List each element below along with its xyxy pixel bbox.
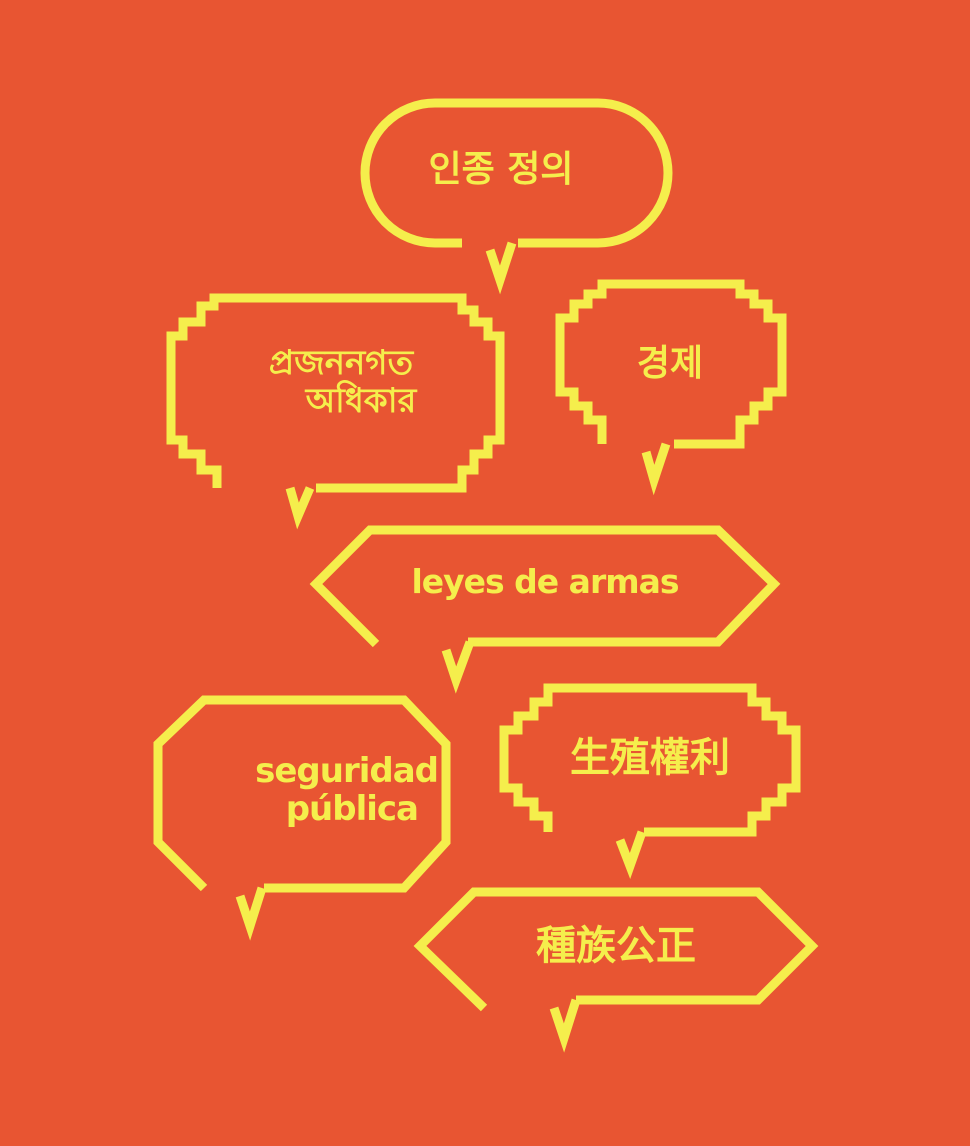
public-safety-es-label: seguridad pública: [168, 752, 438, 828]
bubble-tail: [554, 1000, 576, 1038]
bubble-gun-laws-es: [316, 530, 774, 680]
bubble-tail: [290, 488, 310, 516]
reproductive-rights-zh-label: 生殖權利: [530, 736, 770, 781]
bubble-tail: [240, 888, 262, 926]
economy-ko-label: 경제: [600, 344, 740, 384]
bubble-tail: [446, 642, 470, 680]
bubble-tail: [490, 243, 512, 280]
reproductive-rights-bn-line1: প্রজননগত: [196, 344, 486, 382]
reproductive-rights-bn-line2: অধিকার: [196, 382, 486, 420]
racial-justice-zh-label: 種族公正: [496, 924, 736, 969]
racial-justice-ko-label: 인종 정의: [381, 150, 621, 190]
bubble-tail: [620, 832, 642, 866]
bubble-racial-justice-ko: [365, 103, 668, 280]
reproductive-rights-bn-label: প্রজননগত অধিকার: [196, 344, 486, 420]
public-safety-es-line2: pública: [168, 790, 438, 828]
gun-laws-es-label: leyes de armas: [360, 564, 730, 601]
bubble-tail: [646, 444, 666, 480]
public-safety-es-line1: seguridad: [168, 752, 438, 790]
